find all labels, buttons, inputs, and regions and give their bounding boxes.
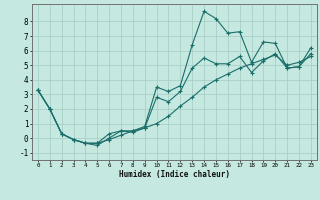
X-axis label: Humidex (Indice chaleur): Humidex (Indice chaleur) (119, 170, 230, 179)
